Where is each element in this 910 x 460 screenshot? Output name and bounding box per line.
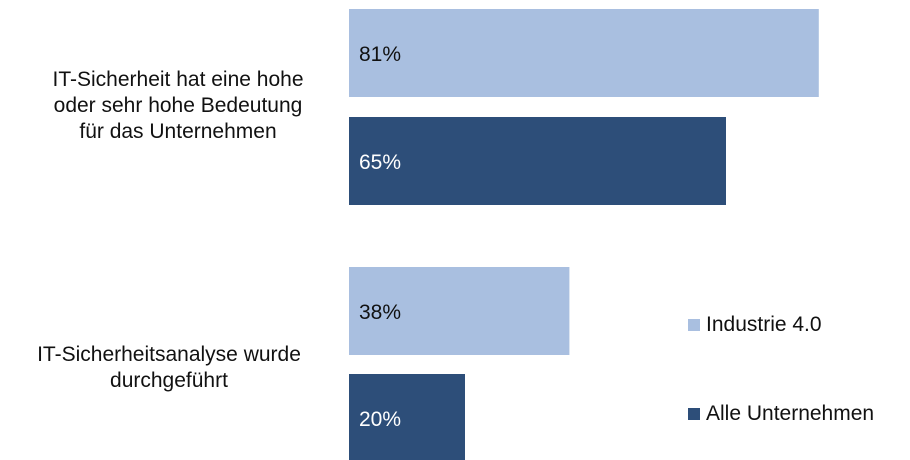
bar-alle-0 (349, 117, 726, 205)
legend-item-alle: Alle Unternehmen (688, 402, 874, 426)
bar-label-alle-0: 65% (359, 151, 401, 174)
bar-label-industrie-1: 38% (359, 301, 401, 324)
category-label-1: IT-Sicherheitsanalyse wurde durchgeführt (4, 342, 334, 394)
category-label-0-line-2: für das Unternehmen (79, 120, 277, 143)
category-label-0-line-0: IT-Sicherheit hat eine hohe (52, 68, 304, 91)
legend-swatch-alle (688, 408, 700, 420)
bar-label-industrie-0: 81% (359, 43, 401, 66)
bar-label-alle-1: 20% (359, 408, 401, 431)
legend-label-alle: Alle Unternehmen (706, 402, 875, 425)
category-label-0: IT-Sicherheit hat eine hohe oder sehr ho… (13, 67, 343, 145)
bar-industrie-1 (349, 267, 570, 355)
category-label-1-line-1: durchgeführt (110, 369, 228, 392)
bar-alle-1 (349, 374, 465, 460)
legend-swatch-industrie (688, 319, 700, 331)
legend-item-industrie: Industrie 4.0 (688, 313, 822, 337)
legend-label-industrie: Industrie 4.0 (706, 313, 822, 336)
category-label-1-line-0: IT-Sicherheitsanalyse wurde (37, 343, 301, 366)
bar-industrie-0 (349, 9, 819, 97)
category-label-0-line-1: oder sehr hohe Bedeutung (53, 94, 303, 117)
